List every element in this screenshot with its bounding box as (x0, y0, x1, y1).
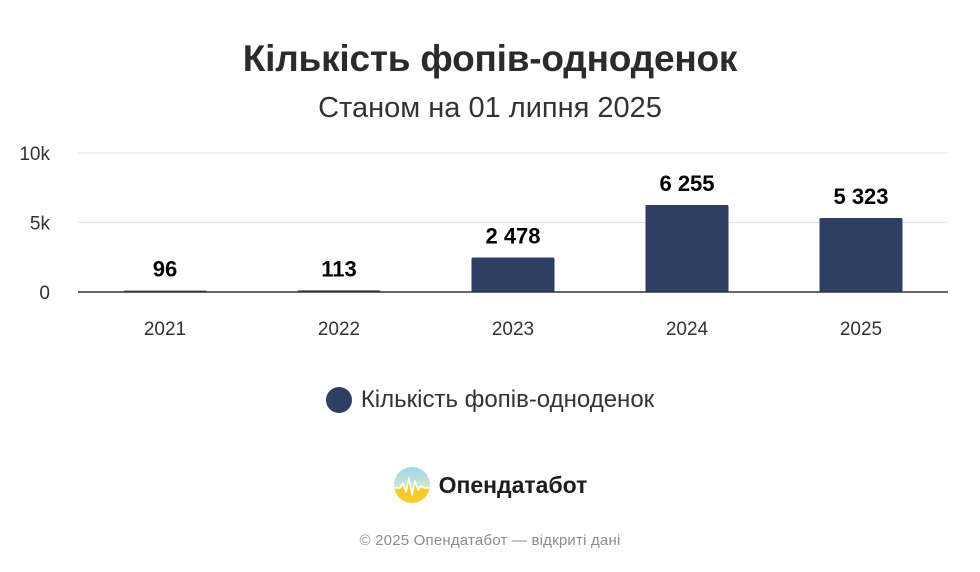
chart-subtitle: Станом на 01 липня 2025 (318, 92, 662, 124)
brand-name: Опендатабот (438, 471, 588, 498)
x-tick-label: 2023 (492, 319, 534, 340)
brand: Опендатабот (0, 466, 980, 504)
y-tick-label: 0 (39, 283, 50, 304)
data-label: 96 (153, 257, 177, 282)
data-label: 2 478 (485, 224, 540, 249)
bar[interactable] (471, 257, 555, 292)
opendatabot-logo-icon (393, 467, 430, 503)
footer-copyright: © 2025 Опендатабот — відкриті дані (359, 532, 621, 549)
data-label: 5 323 (833, 184, 888, 209)
x-tick-label: 2022 (318, 319, 360, 340)
legend-swatch (325, 387, 352, 413)
bar[interactable] (645, 205, 729, 292)
legend-label: Кількість фопів-одноденок (360, 386, 655, 413)
chart-title: Кількість фопів-одноденок (242, 38, 738, 79)
x-tick-label: 2021 (144, 319, 186, 340)
y-tick-label: 10k (19, 144, 50, 165)
y-tick-label: 5k (30, 214, 51, 235)
chart-legend[interactable]: Кількість фопів-одноденок (0, 386, 980, 414)
data-label: 113 (321, 256, 357, 281)
bar-chart: 0 5k 10k 96 2021 113 2022 2 478 2023 6 255 2024 5 3… (19, 144, 948, 340)
bar[interactable] (819, 218, 903, 292)
x-tick-label: 2025 (840, 319, 882, 340)
x-tick-label: 2024 (666, 319, 709, 340)
data-label: 6 255 (659, 171, 714, 196)
